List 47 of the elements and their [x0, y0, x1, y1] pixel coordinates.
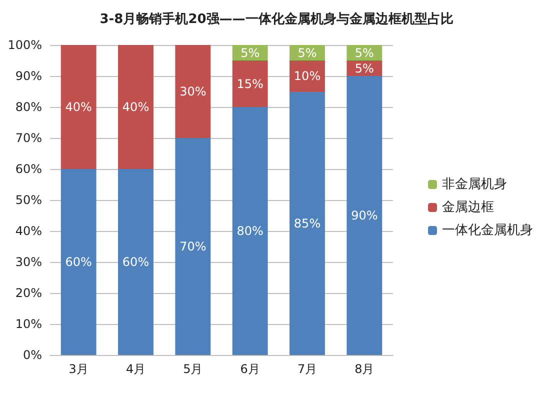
bar: [232, 107, 268, 355]
data-label: 10%: [294, 69, 321, 83]
x-tick-label: 3月: [68, 362, 88, 376]
data-label: 60%: [65, 255, 92, 269]
y-tick-label: 90%: [15, 69, 42, 83]
legend-label: 金属边框: [442, 200, 494, 215]
data-label: 70%: [180, 240, 206, 254]
data-label: 80%: [236, 224, 264, 238]
data-label: 60%: [122, 255, 150, 269]
bar: [175, 45, 211, 138]
y-tick-label: 40%: [15, 224, 42, 238]
legend-label: 一体化金属机身: [442, 223, 533, 238]
y-tick-label: 20%: [15, 286, 42, 300]
bar: [118, 45, 154, 169]
y-tick-label: 60%: [15, 162, 42, 176]
y-tick-label: 80%: [15, 100, 42, 114]
x-tick-label: 7月: [297, 362, 318, 376]
y-tick-label: 50%: [15, 193, 42, 207]
bar: [60, 169, 96, 355]
data-label: 5%: [298, 46, 317, 60]
data-label: 40%: [65, 100, 92, 114]
data-label: 30%: [180, 84, 206, 98]
x-tick-label: 8月: [354, 362, 374, 376]
data-label: 5%: [354, 46, 374, 60]
x-tick-label: 5月: [183, 362, 203, 376]
data-label: 40%: [122, 100, 150, 114]
bar: [290, 92, 325, 355]
bar: [118, 169, 154, 355]
bar: [60, 45, 96, 169]
data-label: 5%: [354, 61, 374, 76]
data-label: 5%: [240, 46, 260, 60]
y-tick-label: 10%: [15, 317, 42, 331]
bar: [232, 60, 268, 107]
bar: [290, 60, 325, 92]
y-tick-label: 30%: [15, 255, 42, 269]
x-tick-label: 6月: [240, 362, 260, 376]
data-label: 15%: [236, 76, 264, 91]
data-label: 90%: [351, 208, 378, 222]
bar: [175, 138, 211, 355]
chart-title: 3-8月畅销手机20强——一体化金属机身与金属边框机型占比: [100, 11, 454, 27]
x-tick-label: 4月: [126, 362, 146, 376]
legend-label: 非金属机身: [442, 177, 507, 192]
bar: [346, 76, 382, 355]
y-tick-label: 70%: [15, 131, 42, 145]
data-label: 85%: [294, 216, 321, 230]
y-tick-label: 0%: [22, 348, 42, 362]
y-tick-label: 100%: [8, 38, 42, 52]
